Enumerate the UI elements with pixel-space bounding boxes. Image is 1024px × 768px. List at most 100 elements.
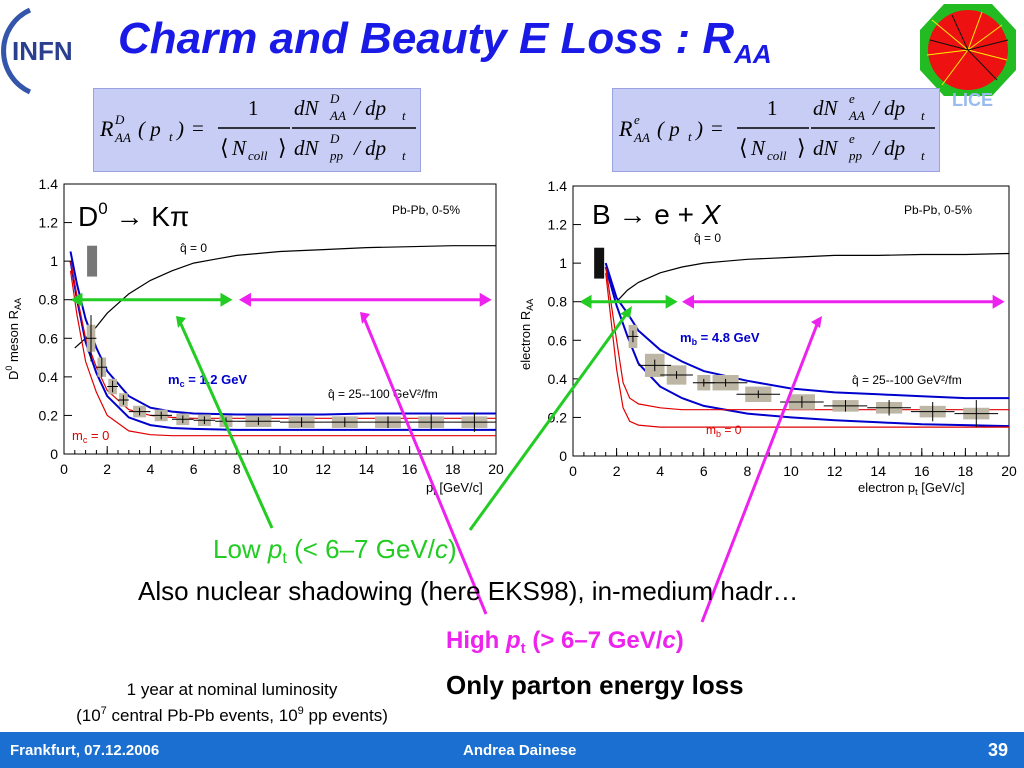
- series-q0: [616, 252, 1010, 303]
- series-m0_lower: [69, 270, 496, 437]
- system-label: Pb-Pb, 0-5%: [904, 203, 972, 217]
- low-pt-pointer-right: [468, 311, 630, 531]
- x-tick-label: 20: [1001, 463, 1017, 479]
- alice-logo-text: LICE: [952, 90, 993, 110]
- process-label: D0 → Kπ: [78, 199, 189, 232]
- svg-text:e: e: [849, 131, 855, 146]
- x-tick-label: 8: [233, 461, 241, 477]
- x-axis-label: electron pt [GeV/c]: [858, 480, 965, 497]
- x-tick-label: 4: [147, 461, 155, 477]
- qband-label: q̂ = 25--100 GeV²/fm: [328, 387, 438, 401]
- svg-text:R: R: [99, 116, 114, 141]
- x-tick-label: 20: [488, 461, 504, 477]
- formula-left: R D AA ( p t ) = 1 ⟨ N coll ⟩ dN D AA / …: [93, 88, 421, 172]
- series-q0: [74, 245, 496, 349]
- svg-text:N: N: [750, 136, 766, 160]
- low-pt-range-arrow: [579, 294, 678, 309]
- infn-logo-text: INFN: [12, 36, 73, 66]
- x-tick-label: 12: [315, 461, 331, 477]
- x-tick-label: 14: [870, 463, 886, 479]
- svg-text:t: t: [402, 108, 406, 123]
- svg-text:AA: AA: [114, 130, 131, 145]
- svg-text:pp: pp: [329, 148, 344, 163]
- svg-text:t: t: [169, 129, 173, 144]
- ticks-layer: 0 2 4 6 8 10 12 14 16 18 20 0 0.2 0.4 0.6 0.8 1 1.2 1.4: [548, 178, 1017, 479]
- svg-text:=: =: [192, 116, 204, 140]
- mass0-label: mb = 0: [706, 423, 742, 439]
- data-point: [627, 330, 639, 343]
- points-layer: [70, 245, 496, 432]
- x-tick-label: 18: [445, 461, 461, 477]
- svg-text:): ): [176, 117, 184, 141]
- qband-label: q̂ = 25--100 GeV²/fm: [852, 373, 962, 387]
- luminosity-line-1: 1 year at nominal luminosity: [127, 680, 338, 699]
- y-tick-label: 1.2: [39, 215, 59, 231]
- x-tick-label: 16: [402, 461, 418, 477]
- svg-text:dN: dN: [813, 96, 839, 120]
- alice-logo: LICE: [920, 4, 1016, 110]
- q0-label: q̂ = 0: [180, 241, 207, 255]
- y-tick-label: 0.2: [548, 409, 568, 425]
- low-pt-pointer-left-head: [176, 316, 186, 328]
- data-point: [323, 417, 367, 427]
- y-axis-label: D0 meson RAA: [4, 298, 23, 380]
- svg-text:⟩: ⟩: [797, 135, 806, 160]
- data-point: [867, 400, 911, 416]
- svg-text:pp: pp: [848, 148, 863, 163]
- svg-text:dN: dN: [294, 96, 320, 120]
- y-tick-label: 0.2: [39, 407, 59, 423]
- x-tick-label: 10: [783, 463, 799, 479]
- data-point: [172, 415, 194, 424]
- data-point: [366, 416, 410, 428]
- svg-text:): ): [695, 117, 703, 141]
- chart-d-meson: 0 2 4 6 8 10 12 14 16 18 20 0 0.2 0.4 0.6 0.8 1 1.2 1.4 D0…: [4, 176, 504, 497]
- svg-text:t: t: [688, 129, 692, 144]
- mass-label: mb = 4.8 GeV: [680, 330, 760, 347]
- high-pt-pointer-right: [700, 321, 820, 623]
- x-tick-label: 2: [103, 461, 111, 477]
- data-point: [96, 357, 108, 377]
- high-pt-pointer-left: [362, 317, 488, 615]
- data-point: [280, 417, 324, 427]
- data-point: [150, 411, 172, 420]
- x-tick-label: 6: [190, 461, 198, 477]
- svg-text:dN: dN: [813, 136, 839, 160]
- y-tick-label: 1.4: [548, 178, 568, 194]
- process-label: B → e + X: [592, 199, 722, 230]
- high-pt-range-arrow: [682, 294, 1005, 309]
- svg-text:1: 1: [767, 96, 778, 120]
- y-tick-label: 0: [559, 448, 567, 464]
- svg-text:N: N: [231, 136, 247, 160]
- y-tick-label: 0: [50, 446, 58, 462]
- y-axis-label: electron RAA: [518, 299, 535, 370]
- data-point: [409, 414, 453, 430]
- svg-text:dN: dN: [294, 136, 320, 160]
- svg-text:coll: coll: [767, 148, 787, 163]
- data-point: [128, 407, 151, 416]
- svg-text:( p: ( p: [657, 117, 680, 141]
- series-m0_upper: [605, 266, 1009, 411]
- y-tick-label: 0.4: [548, 371, 568, 387]
- data-point: [736, 390, 781, 399]
- x-tick-label: 0: [60, 461, 68, 477]
- data-point: [236, 417, 280, 426]
- data-point: [703, 378, 748, 387]
- y-tick-label: 0.4: [39, 369, 59, 385]
- norm-box: [594, 247, 605, 279]
- high-pt-label: High pt (> 6–7 GeV/c): [446, 627, 684, 657]
- high-pt-pointer-left-head: [360, 312, 370, 324]
- data-point: [193, 416, 216, 425]
- data-point: [638, 359, 672, 372]
- x-tick-label: 14: [359, 461, 375, 477]
- y-tick-label: 1: [50, 253, 58, 269]
- low-pt-pointer-left: [178, 321, 274, 529]
- footer-page-number: 39: [988, 740, 1009, 760]
- low-pt-pointer-right-head: [620, 306, 632, 318]
- svg-text:/ dp: / dp: [872, 96, 905, 120]
- svg-text:D: D: [329, 91, 340, 106]
- x-tick-label: 12: [827, 463, 843, 479]
- norm-box: [87, 245, 98, 277]
- system-label: Pb-Pb, 0-5%: [392, 203, 460, 217]
- svg-text:AA: AA: [848, 108, 865, 123]
